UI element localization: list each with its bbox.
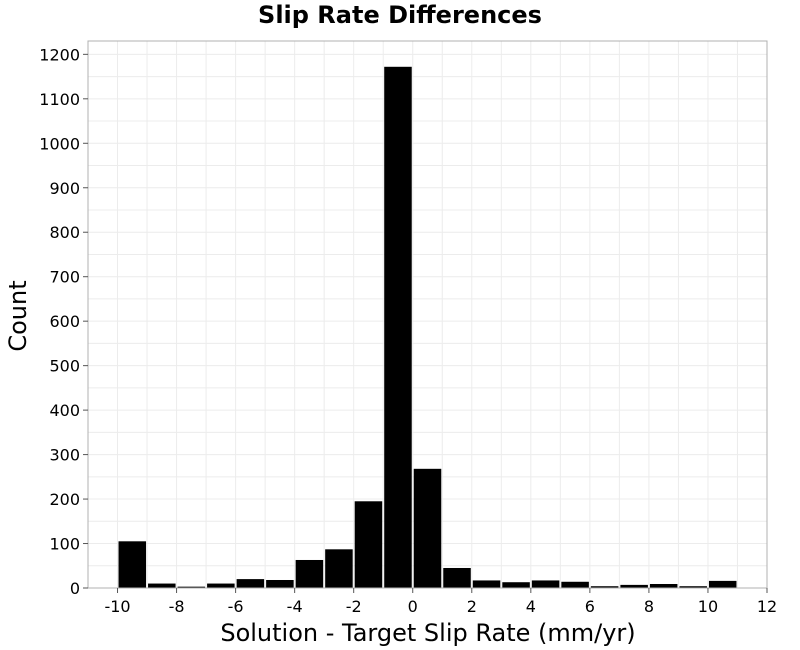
plot-frame: [87, 40, 768, 589]
x-tick-label: -4: [287, 597, 303, 616]
x-tick-label: -6: [228, 597, 244, 616]
y-tick-label: 1100: [39, 90, 80, 109]
histogram-bar: [502, 582, 530, 588]
y-tick-label: 0: [70, 579, 80, 598]
x-tick-label: -10: [104, 597, 130, 616]
y-axis-label: Count: [4, 280, 32, 351]
y-tick-label: 400: [49, 401, 80, 420]
y-tick-label: 700: [49, 268, 80, 287]
histogram-bar: [561, 581, 589, 588]
histogram-bar: [118, 541, 147, 588]
y-tick-label: 600: [49, 312, 80, 331]
y-tick-label: 1200: [39, 45, 80, 64]
y-tick-label: 300: [49, 446, 80, 465]
histogram-bar: [590, 586, 619, 588]
x-tick-label: 8: [644, 597, 654, 616]
histogram-bar: [443, 567, 471, 588]
y-tick-label: 900: [49, 179, 80, 198]
histogram-bar: [207, 583, 235, 588]
histogram-bar: [384, 66, 412, 588]
histogram-bar: [148, 583, 176, 588]
y-axis: 0 100 200 300 400 500 600 700 800 900 1000 1100 1200: [39, 45, 88, 598]
histogram-bar: [325, 549, 353, 588]
x-tick-label: 10: [698, 597, 718, 616]
x-axis: -10 -8 -6 -4 -2 0 2 4 6 8 10 12: [104, 588, 777, 616]
bars: [118, 66, 737, 588]
x-tick-label: 0: [408, 597, 418, 616]
histogram-bar: [649, 583, 678, 588]
y-tick-label: 200: [49, 490, 80, 509]
histogram-bar: [708, 580, 737, 588]
x-tick-label: 6: [585, 597, 595, 616]
histogram-bar: [413, 468, 442, 588]
x-axis-label: Solution - Target Slip Rate (mm/yr): [220, 619, 635, 647]
y-tick-label: 800: [49, 223, 80, 242]
histogram-bar: [679, 586, 707, 588]
y-tick-label: 1000: [39, 134, 80, 153]
histogram-bar: [472, 580, 501, 588]
x-tick-label: 2: [467, 597, 477, 616]
x-tick-label: -8: [169, 597, 185, 616]
chart-title: Slip Rate Differences: [258, 1, 542, 29]
histogram-bar: [266, 579, 294, 588]
histogram-bar: [620, 584, 648, 588]
y-tick-label: 500: [49, 357, 80, 376]
x-tick-label: -2: [346, 597, 362, 616]
histogram-bar: [354, 501, 383, 588]
histogram-bar: [531, 580, 560, 588]
histogram-bar: [177, 586, 206, 588]
histogram-bar: [236, 579, 265, 588]
x-tick-label: 12: [757, 597, 777, 616]
x-tick-label: 4: [526, 597, 536, 616]
histogram-bar: [295, 559, 324, 588]
y-tick-label: 100: [49, 535, 80, 554]
